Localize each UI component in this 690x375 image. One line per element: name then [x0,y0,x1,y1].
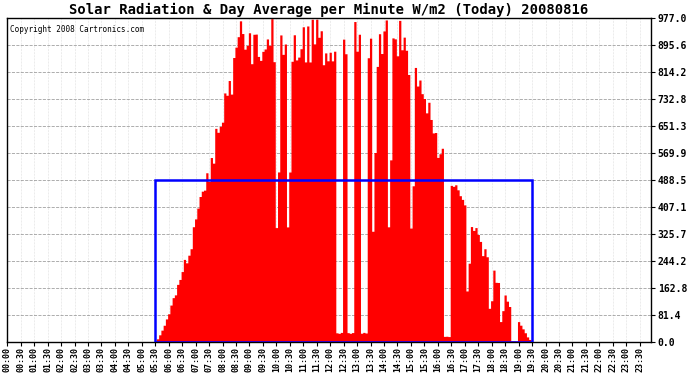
Bar [155,180,532,342]
Title: Solar Radiation & Day Average per Minute W/m2 (Today) 20080816: Solar Radiation & Day Average per Minute… [70,3,589,17]
Text: Copyright 2008 Cartronics.com: Copyright 2008 Cartronics.com [10,25,145,34]
